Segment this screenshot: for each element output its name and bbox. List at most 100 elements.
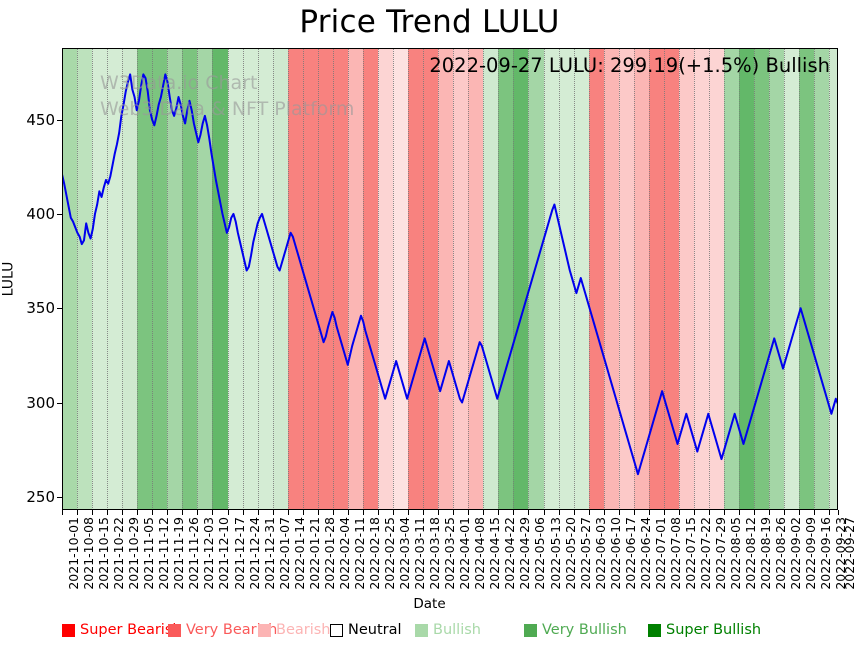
sentiment-band xyxy=(829,48,838,510)
x-axis-tick-mark xyxy=(558,510,560,515)
x-axis-tick-label: 2022-06-03 xyxy=(592,517,608,590)
x-axis-tick-mark xyxy=(257,510,259,515)
x-axis-tick-mark xyxy=(107,510,109,515)
x-axis-tick-label: 2022-04-15 xyxy=(487,517,503,590)
x-axis-tick-label: 2021-10-08 xyxy=(81,517,97,590)
sentiment-band xyxy=(408,48,424,510)
x-axis-tick-mark xyxy=(829,510,831,515)
gridline-vertical xyxy=(558,48,560,510)
x-axis-tick-label: 2021-10-15 xyxy=(96,517,112,590)
x-axis-tick-mark xyxy=(167,510,169,515)
legend-item[interactable]: Super Bearish xyxy=(62,618,182,642)
x-axis-tick-mark xyxy=(332,510,334,515)
x-axis-tick-label: 2021-11-26 xyxy=(186,517,202,590)
x-axis-tick-mark xyxy=(784,510,786,515)
legend-item[interactable]: Bullish xyxy=(415,618,481,642)
sentiment-band xyxy=(693,48,710,510)
x-axis-tick-label: 2022-01-28 xyxy=(321,517,337,590)
x-axis-tick-mark xyxy=(182,510,184,515)
legend-item[interactable]: Super Bullish xyxy=(648,618,761,642)
legend-label: Bullish xyxy=(433,622,481,638)
gridline-vertical xyxy=(618,48,620,510)
sentiment-band xyxy=(468,48,484,510)
x-axis-tick-mark xyxy=(377,510,379,515)
x-axis-tick-label: 2022-04-08 xyxy=(472,517,488,590)
y-axis-tick-label: 300 xyxy=(26,393,55,412)
x-axis-tick-mark xyxy=(648,510,650,515)
x-axis-tick-label: 2022-07-08 xyxy=(667,517,683,590)
legend-label: Very Bearish xyxy=(186,622,278,638)
x-axis-tick-mark xyxy=(242,510,244,515)
gridline-vertical xyxy=(302,48,304,510)
x-axis-tick-mark xyxy=(678,510,680,515)
gridline-vertical xyxy=(678,48,680,510)
gridline-vertical xyxy=(468,48,470,510)
x-axis-tick-mark xyxy=(453,510,455,515)
gridline-vertical xyxy=(408,48,410,510)
gridline-vertical xyxy=(498,48,500,510)
sentiment-band xyxy=(332,48,349,510)
sentiment-band xyxy=(438,48,454,510)
gridline-vertical xyxy=(588,48,590,510)
gridline-vertical xyxy=(573,48,575,510)
gridline-vertical xyxy=(799,48,801,510)
gridline-vertical xyxy=(167,48,169,510)
gridline-vertical xyxy=(814,48,816,510)
gridline-vertical xyxy=(332,48,334,510)
y-axis-label-text: LULU xyxy=(0,261,17,297)
x-axis-tick-label: 2022-01-07 xyxy=(276,517,292,590)
legend-swatch-icon xyxy=(168,623,181,637)
sentiment-band xyxy=(799,48,815,510)
sentiment-band xyxy=(182,48,199,510)
y-axis-label: LULU xyxy=(0,48,18,510)
sentiment-band xyxy=(393,48,409,510)
x-axis-tick-mark xyxy=(62,510,63,515)
legend-item[interactable]: Very Bullish xyxy=(524,618,627,642)
x-axis-tick-label: 2022-07-01 xyxy=(652,517,668,590)
legend-swatch-icon xyxy=(258,623,271,637)
sentiment-band xyxy=(152,48,168,510)
sentiment-band xyxy=(122,48,138,510)
x-axis-tick-mark xyxy=(287,510,289,515)
vertical-gridlines xyxy=(62,48,838,510)
gridline-vertical xyxy=(272,48,274,510)
x-axis-tick-mark xyxy=(618,510,620,515)
x-axis-tick-label: 2022-07-22 xyxy=(697,517,713,590)
gridline-vertical xyxy=(362,48,364,510)
x-axis-tick-mark xyxy=(362,510,364,515)
gridline-vertical xyxy=(347,48,349,510)
x-axis-tick-label: 2021-10-01 xyxy=(66,517,81,590)
x-axis-tick-label: 2022-04-29 xyxy=(517,517,533,590)
gridline-vertical xyxy=(242,48,244,510)
gridline-vertical xyxy=(197,48,199,510)
x-axis-tick-label: 2022-02-18 xyxy=(366,517,382,590)
sentiment-band xyxy=(107,48,123,510)
x-axis-tick-label: 2022-06-24 xyxy=(637,517,653,590)
gridline-vertical xyxy=(423,48,425,510)
x-axis-tick-mark xyxy=(498,510,500,515)
gridline-vertical xyxy=(543,48,545,510)
y-axis-tick-mark xyxy=(57,308,62,310)
x-axis-tick-mark xyxy=(122,510,124,515)
legend-item[interactable]: Bearish xyxy=(258,618,331,642)
x-axis-tick-mark xyxy=(77,510,79,515)
gridline-vertical xyxy=(182,48,184,510)
x-axis-tick-mark xyxy=(393,510,395,515)
y-axis-tick-mark xyxy=(57,496,62,498)
x-axis-tick-label: 2022-06-17 xyxy=(622,517,638,590)
legend-item[interactable]: Neutral xyxy=(330,618,402,642)
gridline-vertical xyxy=(754,48,756,510)
sentiment-band xyxy=(62,48,78,510)
gridline-vertical xyxy=(107,48,109,510)
legend-swatch-icon xyxy=(524,623,537,637)
y-axis-tick-label: 250 xyxy=(26,487,55,506)
x-axis-tick-mark xyxy=(739,510,741,515)
legend-label: Neutral xyxy=(348,622,402,638)
x-axis-tick-label: 2021-11-19 xyxy=(171,517,187,590)
x-axis-tick-mark xyxy=(724,510,726,515)
legend-item[interactable]: Very Bearish xyxy=(168,618,277,642)
x-axis-tick-mark xyxy=(272,510,274,515)
sentiment-band xyxy=(784,48,800,510)
plot-area[interactable]: W3Data.io Chart Web3 Data & NFT Platform… xyxy=(62,48,838,510)
gridline-vertical xyxy=(77,48,79,510)
